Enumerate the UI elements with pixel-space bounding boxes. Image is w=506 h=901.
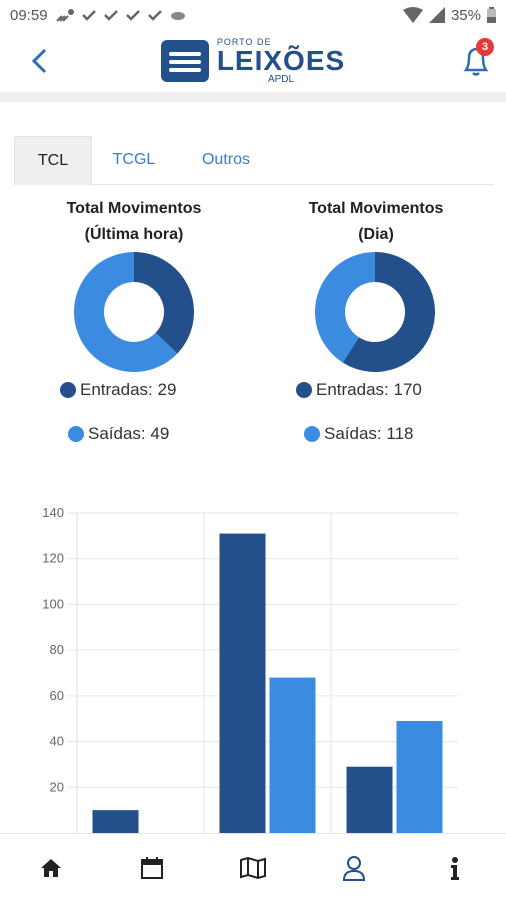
saidas-dot	[68, 426, 84, 442]
logo-text: PORTO DE LEIXÕES APDL	[216, 36, 346, 85]
wireless-icon	[55, 9, 74, 22]
donut-slice-entradas	[342, 252, 435, 372]
bar-entradas	[219, 533, 266, 833]
signal-icon	[428, 7, 445, 23]
wifi-icon	[402, 7, 423, 23]
user-icon	[343, 855, 366, 881]
donut-chart-day	[315, 252, 435, 372]
y-tick-label: 80	[50, 642, 64, 657]
y-tick-label: 60	[50, 688, 64, 703]
status-left: 09:59	[10, 7, 186, 24]
logo-title: LEIXÕES	[216, 44, 346, 76]
legend-saidas-day: Saídas: 118	[304, 424, 413, 444]
donut-title-line2: (Dia)	[358, 226, 394, 243]
legend-saidas-hour: Saídas: 49	[68, 424, 169, 444]
check-icon	[81, 10, 96, 21]
logo-mark	[160, 40, 209, 82]
nav-calendar[interactable]	[122, 838, 182, 898]
battery-icon	[487, 7, 496, 23]
notifications-button[interactable]: 3	[460, 38, 494, 78]
y-tick-label: 140	[42, 505, 64, 520]
donut-chart-hour	[74, 252, 194, 372]
check-icon	[125, 10, 140, 21]
header-divider	[0, 92, 506, 102]
info-icon	[451, 856, 460, 880]
bar-entradas	[346, 766, 393, 833]
tab-bar: TCL TCGL Outros	[14, 136, 494, 185]
entradas-dot	[60, 382, 76, 398]
tab-outros[interactable]: Outros	[176, 136, 276, 184]
notification-badge: 3	[476, 38, 494, 56]
tab-tcl[interactable]: TCL	[14, 136, 92, 185]
donut-title-day: Total Movimentos (Dia)	[282, 200, 470, 244]
donut-slice-entradas	[134, 252, 194, 354]
bar-chart: 20 40 60 80 100 120 140	[42, 505, 458, 833]
logo: PORTO DE LEIXÕES APDL	[160, 36, 346, 85]
donut-title-line2: (Última hora)	[84, 226, 184, 243]
donut-title-line1: Total Movimentos	[308, 200, 444, 217]
y-tick-label: 20	[50, 779, 64, 794]
map-icon	[239, 856, 266, 879]
chevron-left-icon	[31, 48, 47, 74]
home-icon	[40, 858, 61, 877]
legend-label: Entradas: 170	[316, 380, 422, 399]
tab-label: Outros	[201, 151, 250, 168]
legend-entradas-day: Entradas: 170	[296, 380, 422, 400]
y-tick-label: 100	[42, 596, 64, 611]
nav-map[interactable]	[223, 838, 283, 898]
calendar-icon	[140, 856, 163, 879]
saidas-dot	[304, 426, 320, 442]
tab-tcgl[interactable]: TCGL	[92, 136, 176, 184]
status-right: 35%	[402, 6, 496, 24]
status-bar: 09:59 35%	[0, 0, 506, 30]
legend-label: Saídas: 49	[88, 424, 170, 443]
bar-saídas	[269, 677, 316, 833]
logo-small-text: PORTO DE	[216, 36, 272, 47]
app-header: PORTO DE LEIXÕES APDL 3	[0, 30, 506, 92]
check-icon	[103, 10, 118, 21]
donut-slice-saidas	[74, 252, 178, 372]
logo-subtitle: APDL	[267, 73, 295, 85]
nav-home[interactable]	[21, 838, 81, 898]
legend-entradas-hour: Entradas: 29	[60, 380, 176, 400]
y-tick-label: 40	[50, 734, 64, 749]
bottom-navigation	[0, 833, 506, 901]
back-button[interactable]	[26, 46, 52, 76]
check-icon	[147, 10, 162, 21]
cloud-icon	[170, 12, 185, 20]
entradas-dot	[296, 382, 312, 398]
donut-slice-saidas	[315, 252, 375, 363]
tab-label: TCL	[37, 152, 69, 169]
donut-title-hour: Total Movimentos (Última hora)	[40, 200, 228, 244]
tab-label: TCGL	[112, 151, 156, 168]
status-time: 09:59	[10, 6, 48, 24]
battery-level: 35%	[450, 6, 481, 24]
legend-label: Saídas: 118	[324, 424, 414, 443]
nav-profile[interactable]	[324, 838, 384, 898]
nav-info[interactable]	[425, 838, 485, 898]
donut-title-line1: Total Movimentos	[66, 200, 202, 217]
legend-label: Entradas: 29	[80, 380, 177, 399]
bar-saídas	[396, 721, 443, 833]
bar-entradas	[92, 810, 139, 833]
y-tick-label: 120	[42, 551, 64, 566]
